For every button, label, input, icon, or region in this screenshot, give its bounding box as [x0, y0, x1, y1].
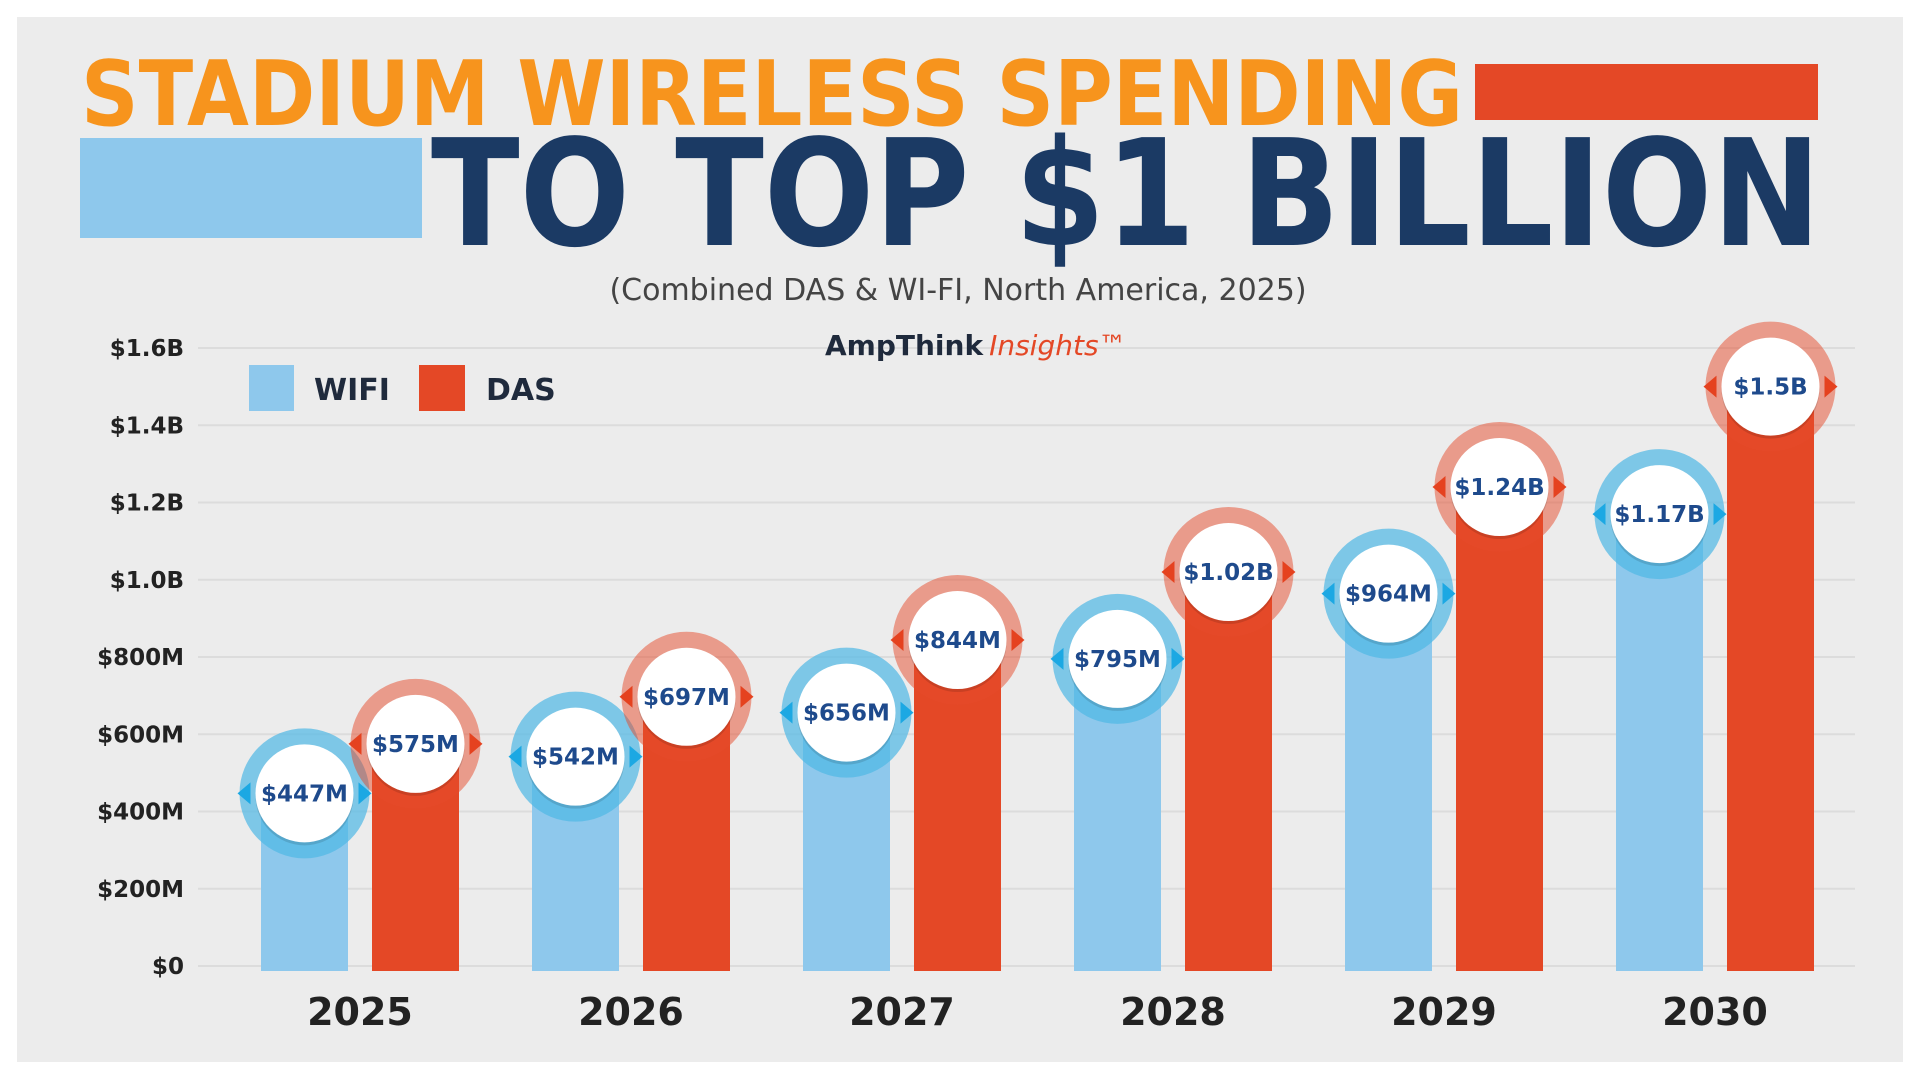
- arrow-right-icon: [1011, 629, 1025, 652]
- x-tick-label: 2030: [1662, 990, 1768, 1034]
- data-marker-wifi-2030: $1.17B: [1592, 449, 1727, 580]
- arrow-left-icon: [779, 701, 793, 724]
- legend-swatch-wifi: [249, 365, 294, 411]
- marker-center: [526, 707, 625, 806]
- arrow-right-icon: [629, 745, 643, 768]
- y-tick-label: $0: [152, 954, 184, 980]
- data-marker-wifi-2025: $447M: [237, 728, 372, 859]
- arrow-right-icon: [358, 782, 372, 805]
- data-label: $697M: [643, 685, 730, 711]
- data-label: $542M: [532, 745, 619, 771]
- legend: WIFI DAS: [249, 365, 556, 411]
- arrow-left-icon: [1050, 647, 1064, 670]
- bar-das-2030: [1727, 386, 1814, 971]
- marker-center: [1179, 523, 1278, 622]
- arrow-left-icon: [1432, 476, 1446, 499]
- data-marker-wifi-2027: $656M: [779, 647, 914, 778]
- marker-center: [637, 647, 736, 746]
- marker-center: [366, 694, 465, 793]
- title-line-2: TO TOP $1 BILLION: [431, 108, 1821, 280]
- arrow-right-icon: [1171, 647, 1185, 670]
- marker-center: [1450, 438, 1549, 537]
- y-axis: $0 $200M $400M $600M $800M $1.0B $1.2B $1.4B $1.…: [97, 336, 184, 980]
- marker-center: [908, 591, 1007, 690]
- y-tick-label: $400M: [97, 800, 184, 826]
- data-label: $656M: [803, 701, 890, 727]
- data-marker-wifi-2029: $964M: [1321, 528, 1456, 659]
- data-label: $1.17B: [1614, 502, 1704, 528]
- arrow-left-icon: [1703, 375, 1717, 398]
- arrow-left-icon: [508, 745, 522, 768]
- x-tick-label: 2028: [1120, 990, 1226, 1034]
- gridlines: [198, 347, 1855, 967]
- data-marker-das-2027: $844M: [890, 575, 1025, 706]
- y-tick-label: $800M: [97, 645, 184, 671]
- data-label: $1.24B: [1454, 475, 1544, 501]
- data-label: $844M: [914, 628, 1001, 654]
- brand-name: AmpThink: [825, 329, 984, 362]
- marker-center: [797, 663, 896, 762]
- arrow-left-icon: [890, 629, 904, 652]
- data-label: $447M: [261, 781, 348, 807]
- x-tick-label: 2025: [307, 990, 413, 1034]
- data-marker-das-2026: $697M: [619, 631, 754, 762]
- data-marker-das-2028: $1.02B: [1161, 507, 1296, 638]
- arrow-left-icon: [348, 732, 362, 755]
- y-tick-label: $1.0B: [110, 568, 184, 594]
- arrow-left-icon: [1592, 503, 1606, 526]
- data-marker-wifi-2028: $795M: [1050, 593, 1185, 724]
- x-tick-label: 2026: [578, 990, 684, 1034]
- x-tick-label: 2029: [1391, 990, 1497, 1034]
- bar-wifi-2030: [1616, 514, 1703, 971]
- marker-center: [1721, 337, 1820, 436]
- bar-das-2029: [1456, 487, 1543, 971]
- marker-center: [255, 744, 354, 843]
- marker-center: [1339, 544, 1438, 643]
- marker-center: [1068, 609, 1167, 708]
- value-markers: $447M $575M $542M $697M $656M $844M $795M $1.02…: [237, 321, 1838, 859]
- y-tick-label: $1.4B: [110, 413, 184, 439]
- arrow-left-icon: [1161, 561, 1175, 584]
- arrow-right-icon: [900, 701, 914, 724]
- x-axis: 2025 2026 2027 2028 2029 2030: [307, 990, 1768, 1034]
- data-label: $575M: [372, 732, 459, 758]
- data-label: $1.02B: [1183, 560, 1273, 586]
- data-marker-das-2029: $1.24B: [1432, 422, 1567, 553]
- title-line-1: STADIUM WIRELESS SPENDING: [81, 42, 1463, 147]
- data-label: $795M: [1074, 647, 1161, 673]
- brand-logo: AmpThink Insights™: [825, 329, 1127, 362]
- legend-label-wifi: WIFI: [314, 373, 390, 408]
- data-marker-das-2030: $1.5B: [1703, 321, 1838, 452]
- x-tick-label: 2027: [849, 990, 955, 1034]
- bars: [261, 386, 1814, 971]
- y-tick-label: $600M: [97, 722, 184, 748]
- arrow-right-icon: [1442, 582, 1456, 605]
- arrow-left-icon: [237, 782, 251, 805]
- legend-label-das: DAS: [486, 373, 556, 408]
- data-label: $964M: [1345, 582, 1432, 608]
- arrow-right-icon: [1282, 561, 1296, 584]
- subtitle: (Combined DAS & WI-FI, North America, 20…: [609, 273, 1306, 308]
- data-marker-wifi-2026: $542M: [508, 691, 643, 822]
- title-accent-bar-blue: [80, 138, 422, 238]
- arrow-right-icon: [469, 732, 483, 755]
- data-marker-das-2025: $575M: [348, 678, 483, 809]
- y-tick-label: $1.6B: [110, 336, 184, 362]
- arrow-left-icon: [1321, 582, 1335, 605]
- arrow-left-icon: [619, 685, 633, 708]
- y-tick-label: $200M: [97, 877, 184, 903]
- legend-swatch-das: [419, 365, 465, 411]
- title-accent-bar-red: [1475, 64, 1818, 120]
- arrow-right-icon: [740, 685, 754, 708]
- brand-suffix: Insights™: [989, 329, 1126, 362]
- bar-das-2028: [1185, 572, 1272, 971]
- arrow-right-icon: [1553, 476, 1567, 499]
- marker-center: [1610, 465, 1709, 564]
- arrow-right-icon: [1824, 375, 1838, 398]
- data-label: $1.5B: [1733, 375, 1807, 401]
- arrow-right-icon: [1713, 503, 1727, 526]
- y-tick-label: $1.2B: [110, 491, 184, 517]
